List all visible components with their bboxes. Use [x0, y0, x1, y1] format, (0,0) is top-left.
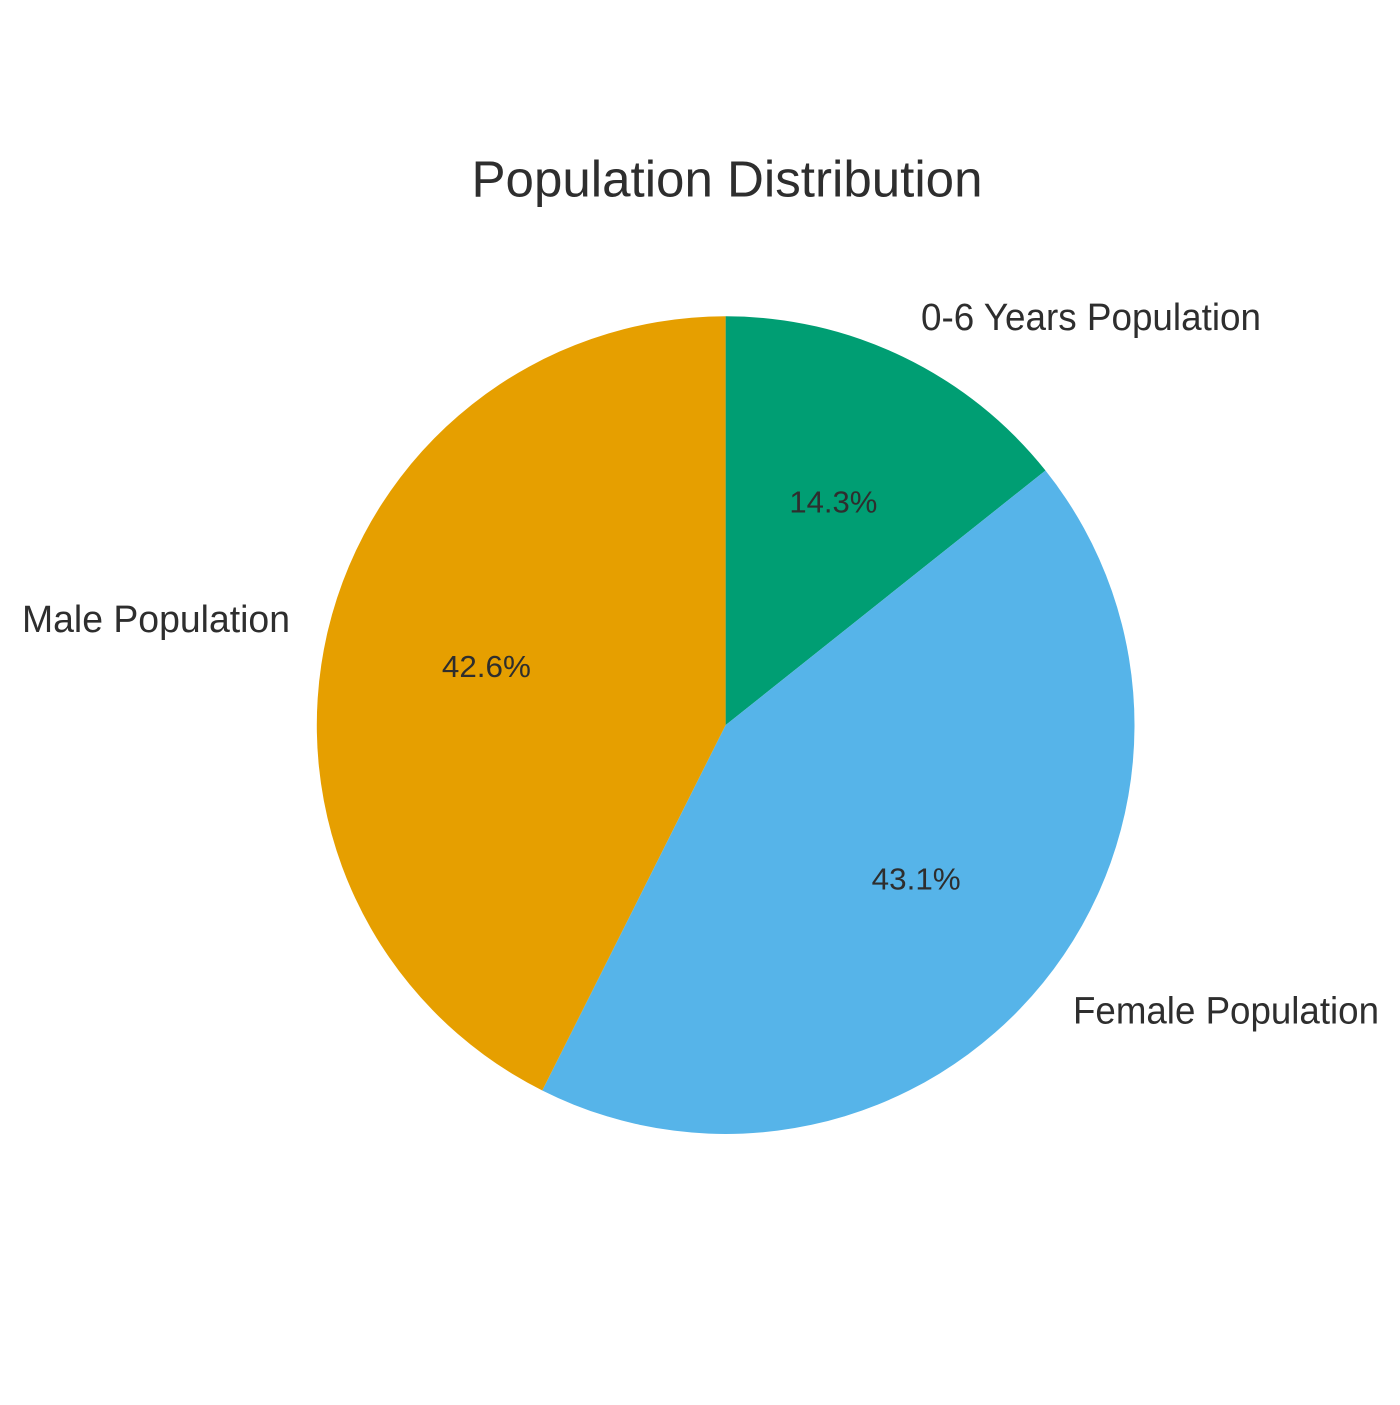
svg-text:0-6 Years Population: 0-6 Years Population	[921, 297, 1261, 339]
svg-text:Population Distribution: Population Distribution	[472, 151, 983, 208]
svg-text:Male Population: Male Population	[22, 599, 290, 641]
svg-text:Female Population: Female Population	[1073, 991, 1379, 1033]
svg-text:43.1%: 43.1%	[872, 863, 961, 896]
svg-text:14.3%: 14.3%	[789, 487, 877, 520]
svg-text:42.6%: 42.6%	[442, 651, 531, 684]
